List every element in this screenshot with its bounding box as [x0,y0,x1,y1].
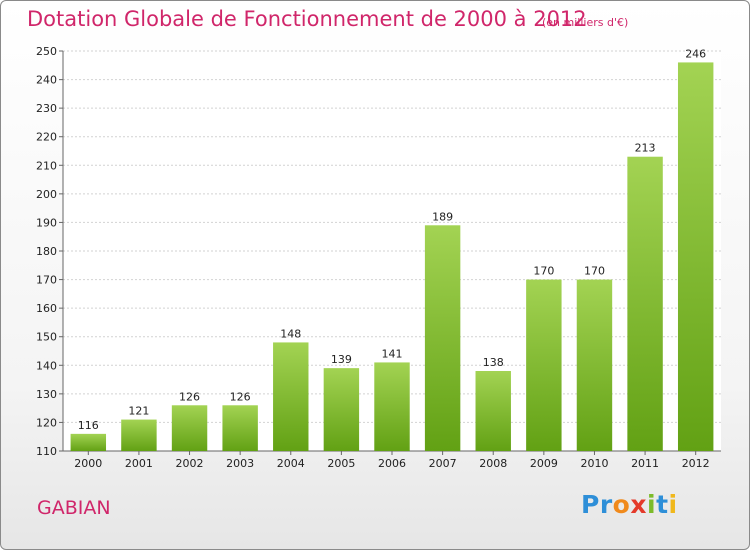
data-label: 126 [230,390,251,403]
bar [475,371,511,451]
x-tick-label: 2011 [631,457,659,470]
y-tick-label: 130 [36,388,57,401]
bar [70,433,107,451]
bar [121,419,157,451]
y-tick-label: 120 [36,416,57,429]
x-tick-label: 2008 [479,457,507,470]
y-tick-label: 190 [36,216,57,229]
data-label: 170 [584,265,605,278]
y-tick-label: 220 [36,131,57,144]
data-label: 141 [382,347,403,360]
x-tick-label: 2007 [429,457,457,470]
commune-name: GABIAN [37,497,111,519]
data-label: 139 [331,353,352,366]
x-tick-label: 2010 [580,457,608,470]
labels: 110 120 130 140 150 160 170 180 190 200 210 220 230 2… [36,45,710,470]
x-tick-label: 2003 [226,457,254,470]
logo-part: i [646,490,657,519]
y-tick-label: 180 [36,245,57,258]
logo-part: t [656,490,669,519]
bar [627,156,663,451]
logo-part: Pr [581,490,613,519]
data-label: 116 [78,419,99,432]
y-tick-label: 140 [36,359,57,372]
bar [576,279,613,451]
data-label: 170 [533,265,554,278]
bar [171,405,208,451]
x-tick-label: 2002 [176,457,204,470]
x-tick-label: 2009 [530,457,558,470]
chart-title: Dotation Globale de Fonctionnement de 20… [27,7,587,31]
y-tick-label: 230 [36,102,57,115]
y-tick-label: 110 [36,445,57,458]
y-tick-label: 240 [36,74,57,87]
y-tick-label: 250 [36,45,57,58]
bar [323,368,360,451]
logo-part: i [668,490,678,519]
bar [273,342,309,451]
y-tick-label: 170 [36,274,57,287]
proxiti-logo: Proxiti [581,490,678,519]
data-label: 148 [280,327,301,340]
logo-part: x [630,490,647,519]
bar [222,405,258,451]
x-tick-label: 2005 [327,457,355,470]
y-tick-label: 200 [36,188,57,201]
data-label: 213 [635,142,656,155]
x-tick-label: 2006 [378,457,406,470]
x-tick-label: 2000 [74,457,102,470]
y-tick-label: 150 [36,331,57,344]
data-label: 246 [685,47,706,60]
bars [70,62,714,452]
data-label: 126 [179,390,200,403]
bar [677,62,714,452]
x-tick-label: 2012 [682,457,710,470]
chart-subtitle: (en milliers d'€) [542,16,629,29]
data-label: 189 [432,210,453,223]
bar [526,279,562,451]
bar [374,362,410,451]
logo-part: o [612,490,631,519]
data-label: 138 [483,356,504,369]
data-label: 121 [128,405,149,418]
y-tick-label: 210 [36,159,57,172]
x-tick-label: 2001 [125,457,153,470]
y-tick-label: 160 [36,302,57,315]
x-tick-label: 2004 [277,457,305,470]
bar [424,225,461,451]
